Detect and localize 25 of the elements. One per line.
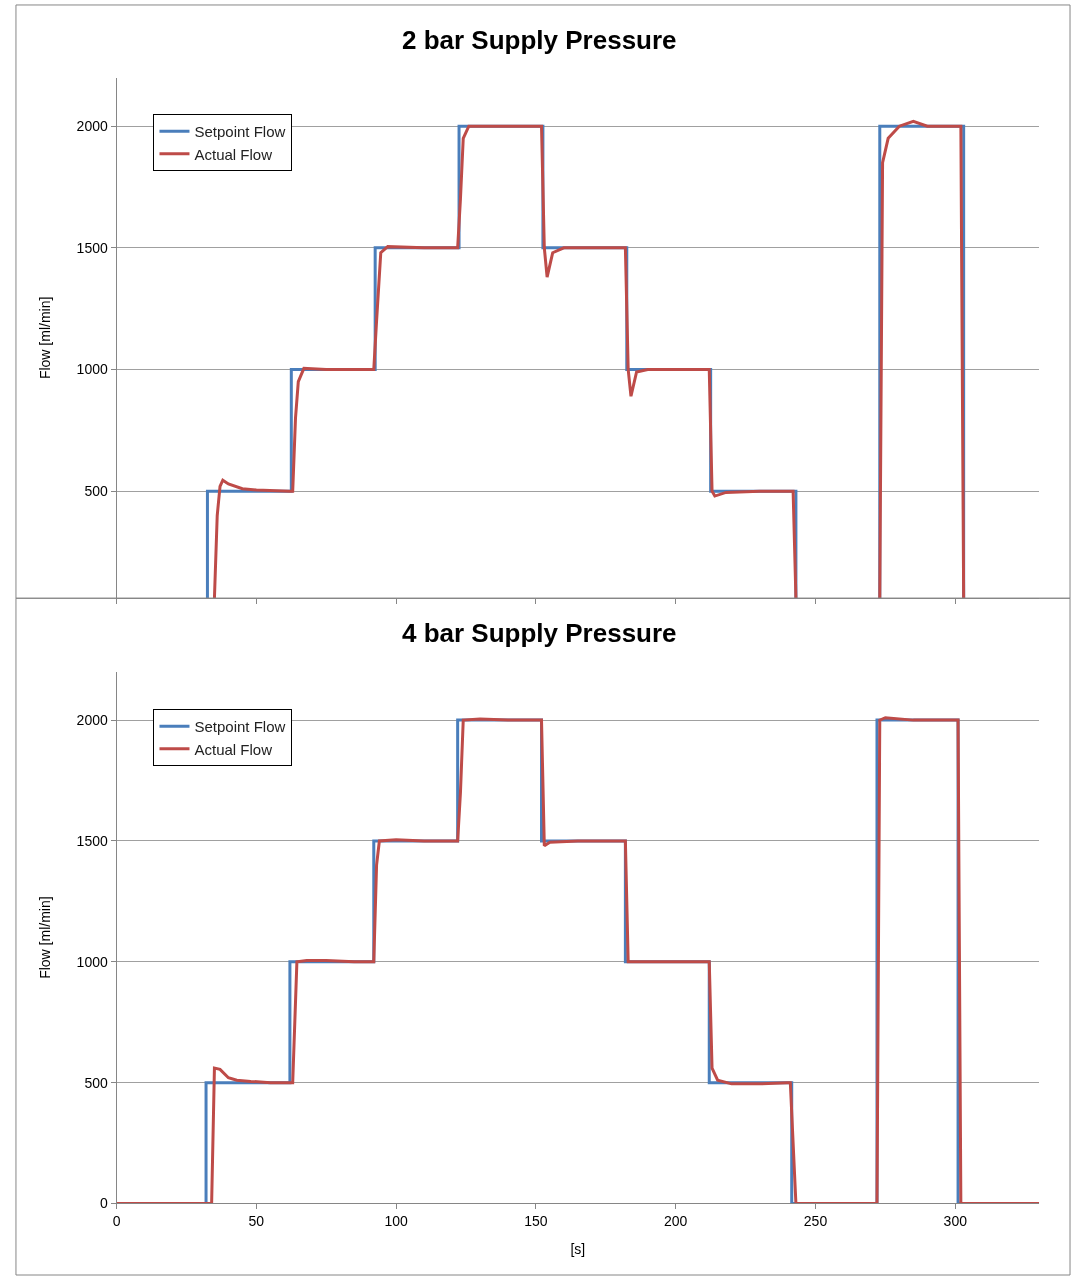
x-tick-label: 150: [524, 1213, 548, 1230]
x-tick-label: 250: [803, 1213, 828, 1230]
y-tick-label: 0: [99, 1195, 108, 1212]
legend-label: Actual Flow: [194, 145, 273, 163]
x-tick-label: 100: [384, 1213, 409, 1230]
y-tick-label: 1500: [76, 832, 108, 849]
y-tick-label: 500: [84, 483, 108, 500]
y-tick-label: 500: [84, 1074, 108, 1091]
y-tick-label: 2000: [76, 118, 108, 135]
y-tick-label: 1000: [76, 361, 108, 378]
y-axis-title: Flow [ml/min]: [37, 296, 54, 380]
x-axis-title: [s]: [570, 1240, 586, 1257]
legend-label: Actual Flow: [194, 740, 273, 758]
y-axis-title: Flow [ml/min]: [37, 896, 54, 979]
y-tick-label: 1500: [76, 239, 108, 256]
x-tick-label: 200: [664, 1213, 688, 1230]
x-tick-label: 0: [112, 1213, 121, 1230]
chart-title: 2 bar Supply Pressure: [402, 25, 677, 55]
y-tick-label: 2000: [76, 712, 108, 729]
chart-title: 4 bar Supply Pressure: [402, 618, 677, 648]
y-tick-label: 1000: [76, 953, 108, 970]
legend-label: Setpoint Flow: [194, 123, 286, 141]
legend-label: Setpoint Flow: [194, 718, 286, 736]
x-tick-label: 300: [943, 1213, 968, 1230]
x-tick-label: 50: [248, 1213, 265, 1230]
